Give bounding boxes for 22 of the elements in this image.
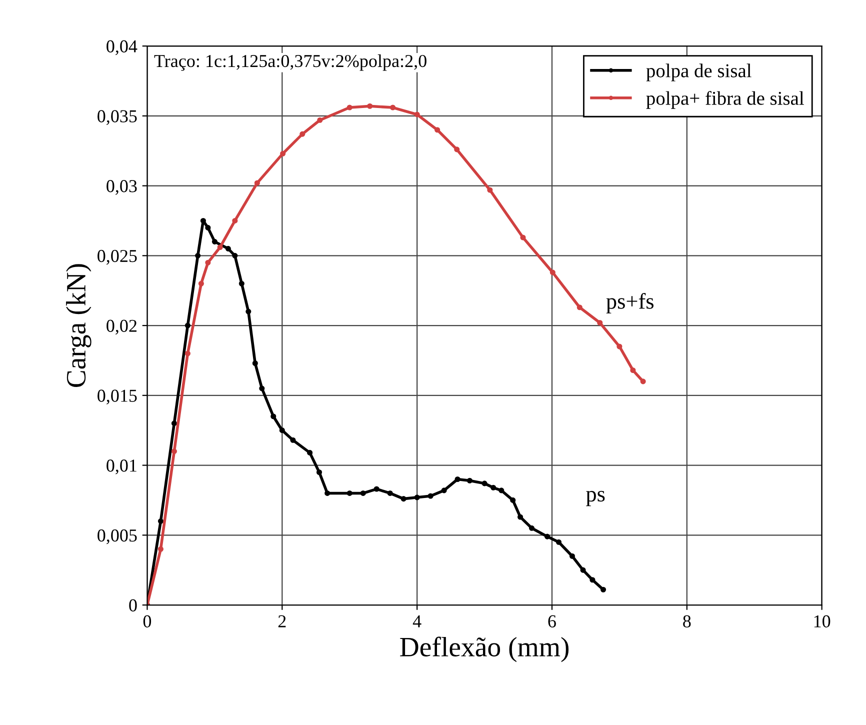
y-tick-label: 0,03 [106,180,137,195]
x-tick-label: 0 [143,615,152,628]
y-tick-label: 0,035 [98,110,137,125]
y-tick-label: 0,02 [106,320,136,335]
y-axis-title: Carga (kN) [66,264,92,387]
x-axis-title: Deflexão (mm) [400,636,569,662]
y-tick-label: 0,005 [98,529,137,544]
x-tick-label: 6 [548,615,556,628]
y-tick-label: 0,015 [98,390,137,404]
x-tick-label: 4 [412,615,422,628]
x-tick-label: 2 [278,615,286,628]
annotation: ps [586,490,605,506]
y-tick-label: 0,01 [106,460,136,474]
y-tick-label: 0 [129,599,137,612]
legend-label: polpa de sisal [646,64,752,82]
x-tick-label: 10 [814,615,830,628]
x-tick-label: 8 [683,615,691,628]
y-tick-label: 0,04 [106,40,138,56]
annotation: Traço: 1c:1,125a:0,375v:2%polpa:2,0 [154,54,426,71]
annotation: ps+fs [606,292,654,314]
y-tick-label: 0,025 [98,250,137,265]
legend-label: polpa+ fibra de sisal [646,91,804,109]
